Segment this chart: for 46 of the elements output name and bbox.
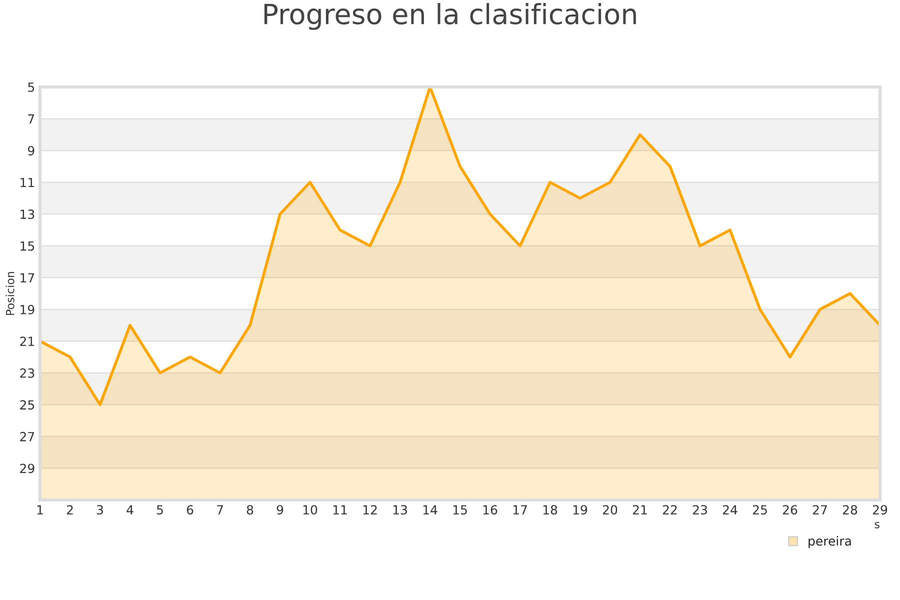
- x-tick-label: 11: [333, 505, 347, 514]
- x-tick-label: 16: [483, 505, 498, 515]
- x-tick-label: 23: [692, 505, 707, 515]
- x-tick-label: 9: [276, 505, 284, 515]
- y-axis-title: Posicion: [6, 272, 14, 315]
- y-tick-label: 11: [20, 178, 34, 188]
- x-tick-label: 3: [96, 505, 103, 515]
- y-tick-label: 7: [28, 114, 34, 124]
- y-tick-label: 29: [20, 464, 34, 474]
- x-tick-label: 4: [126, 505, 134, 514]
- y-tick-label: 19: [20, 304, 34, 314]
- chart-title: Progreso en la clasificacion: [264, 3, 636, 30]
- x-tick-label: 22: [662, 505, 677, 514]
- x-tick-label: 21: [632, 505, 647, 514]
- legend-label: pereira: [808, 536, 851, 548]
- y-tick-label: 25: [20, 400, 34, 410]
- x-tick-label: 1: [37, 505, 43, 514]
- x-tick-label: 10: [303, 505, 318, 515]
- y-tick-label: 27: [20, 432, 34, 442]
- x-tick-label: 26: [782, 505, 798, 515]
- x-tick-label: 27: [812, 505, 827, 514]
- y-tick-label: 17: [20, 273, 34, 282]
- y-tick-label: 21: [20, 336, 34, 346]
- x-tick-label: 14: [423, 505, 438, 514]
- y-tick-label: 23: [20, 368, 34, 378]
- x-tick-label: 13: [393, 505, 407, 515]
- x-tick-label: 5: [156, 505, 163, 515]
- x-tick-label: 28: [842, 505, 858, 515]
- x-tick-label: 18: [543, 505, 558, 515]
- y-tick-label: 9: [28, 146, 34, 156]
- y-tick-label: 13: [20, 210, 34, 220]
- x-tick-label: 25: [752, 505, 767, 515]
- x-tick-label: 8: [246, 505, 254, 515]
- x-tick-label: 2: [66, 505, 73, 514]
- x-tick-label: 20: [602, 505, 618, 515]
- x-tick-label: 29: [872, 505, 888, 515]
- x-tick-label: 7: [217, 505, 223, 514]
- x-axis-title: s: [874, 522, 880, 528]
- y-tick-label: 5: [28, 82, 34, 92]
- x-tick-label: 19: [573, 505, 588, 515]
- x-tick-label: 15: [453, 505, 467, 515]
- x-tick-label: 17: [513, 505, 527, 514]
- x-tick-label: 24: [722, 505, 738, 514]
- y-tick-label: 15: [20, 241, 34, 251]
- x-tick-label: 6: [186, 505, 194, 515]
- x-tick-label: 12: [363, 505, 377, 514]
